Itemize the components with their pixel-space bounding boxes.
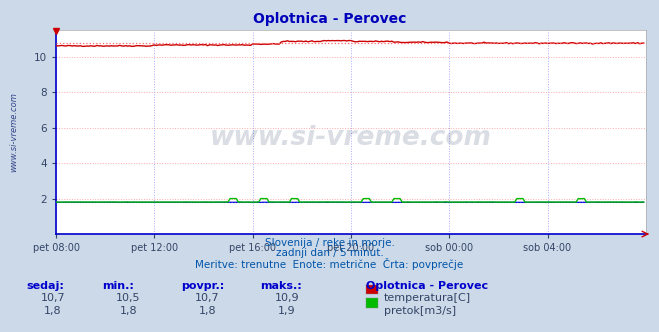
Text: 10,9: 10,9 (274, 293, 299, 303)
Text: Oplotnica - Perovec: Oplotnica - Perovec (253, 12, 406, 26)
Text: Slovenija / reke in morje.: Slovenija / reke in morje. (264, 238, 395, 248)
Text: pretok[m3/s]: pretok[m3/s] (384, 306, 456, 316)
Text: 10,7: 10,7 (40, 293, 65, 303)
Text: Oplotnica - Perovec: Oplotnica - Perovec (366, 281, 488, 290)
Text: 1,9: 1,9 (278, 306, 295, 316)
Text: temperatura[C]: temperatura[C] (384, 293, 471, 303)
Text: www.si-vreme.com: www.si-vreme.com (210, 125, 492, 151)
Text: 10,7: 10,7 (195, 293, 220, 303)
Text: 1,8: 1,8 (199, 306, 216, 316)
Text: povpr.:: povpr.: (181, 281, 225, 290)
Text: 10,5: 10,5 (116, 293, 141, 303)
Text: maks.:: maks.: (260, 281, 302, 290)
Text: sedaj:: sedaj: (26, 281, 64, 290)
Text: zadnji dan / 5 minut.: zadnji dan / 5 minut. (275, 248, 384, 258)
Text: Meritve: trenutne  Enote: metrične  Črta: povprečje: Meritve: trenutne Enote: metrične Črta: … (195, 258, 464, 270)
Text: min.:: min.: (102, 281, 134, 290)
Text: 1,8: 1,8 (120, 306, 137, 316)
Text: 1,8: 1,8 (44, 306, 61, 316)
Text: www.si-vreme.com: www.si-vreme.com (9, 92, 18, 172)
